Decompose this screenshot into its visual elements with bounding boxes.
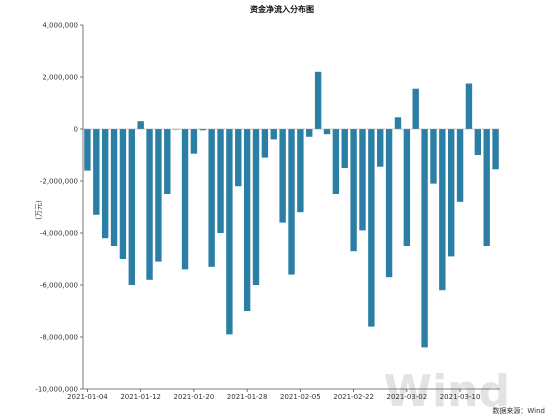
y-tick-label-1: 2,000,000 [42,74,78,82]
bars-group [84,71,499,348]
chart-title: 资金净流入分布图 [250,4,314,14]
bar-45 [483,129,490,246]
bar-33 [377,129,384,167]
bar-32 [368,129,375,327]
watermark: Wind [384,366,510,417]
source-note: 数据来源：Wind [492,406,545,415]
bar-22 [279,129,286,223]
bar-2 [101,129,109,239]
x-axis: 2021-01-04 2021-01-12 2021-01-20 2021-01-28… [67,389,480,401]
bar-26 [314,71,322,129]
bar-23 [288,129,295,275]
x-tick-label-4: 2021-02-05 [280,393,321,401]
bar-4 [119,129,127,259]
bar-13 [199,129,206,131]
x-tick-label-3: 2021-01-28 [227,393,268,401]
bar-14 [208,129,215,267]
bar-38 [421,129,428,348]
bar-12 [190,129,198,154]
x-tick-label-2: 2021-01-20 [174,393,215,401]
bar-31 [359,129,366,231]
bar-24 [297,129,304,213]
bar-41 [448,129,455,257]
y-tick-label-7: -10,000,000 [35,386,78,394]
bar-29 [341,129,348,168]
bar-9 [164,129,171,194]
bar-16 [226,129,233,335]
x-tick-label-5: 2021-02-22 [333,393,374,401]
x-tick-label-7: 2021-03-10 [440,393,481,401]
bar-19 [252,129,260,285]
bar-6 [137,121,144,129]
bar-30 [350,129,357,252]
y-axis-label: (万元) [35,200,43,220]
bar-40 [439,129,446,291]
bar-27 [323,129,331,135]
bar-39 [430,129,437,184]
bar-15 [217,129,224,233]
y-tick-label-2: 0 [74,126,78,134]
bar-34 [385,129,393,278]
y-tick-label-0: 4,000,000 [42,22,78,30]
y-tick-label-6: -8,000,000 [40,334,78,342]
bar-20 [261,129,269,158]
bar-36 [403,129,411,246]
x-tick-label-6: 2021-03-02 [386,393,427,401]
bar-42 [456,129,464,202]
bar-35 [394,117,402,129]
bar-28 [332,129,340,194]
bar-8 [155,129,162,262]
y-tick-label-3: -2,000,000 [40,178,78,186]
y-axis: 4,000,000 2,000,000 0 -2,000,000 -4,000,000 -… [35,22,83,394]
bar-46 [492,129,499,170]
x-tick-label-0: 2021-01-04 [67,393,108,401]
bar-11 [181,129,189,270]
bar-7 [146,129,153,280]
bar-43 [465,83,473,129]
y-tick-label-4: -4,000,000 [40,230,78,238]
bar-3 [110,129,118,246]
bar-1 [93,129,100,215]
bar-5 [128,129,135,285]
y-tick-label-5: -6,000,000 [40,282,78,290]
bar-25 [306,129,313,137]
x-tick-label-1: 2021-01-12 [120,393,161,401]
bar-21 [270,129,277,140]
bar-37 [412,88,419,129]
bar-18 [243,129,251,311]
bar-0 [84,129,91,171]
bar-17 [235,129,242,187]
bar-44 [474,129,482,155]
